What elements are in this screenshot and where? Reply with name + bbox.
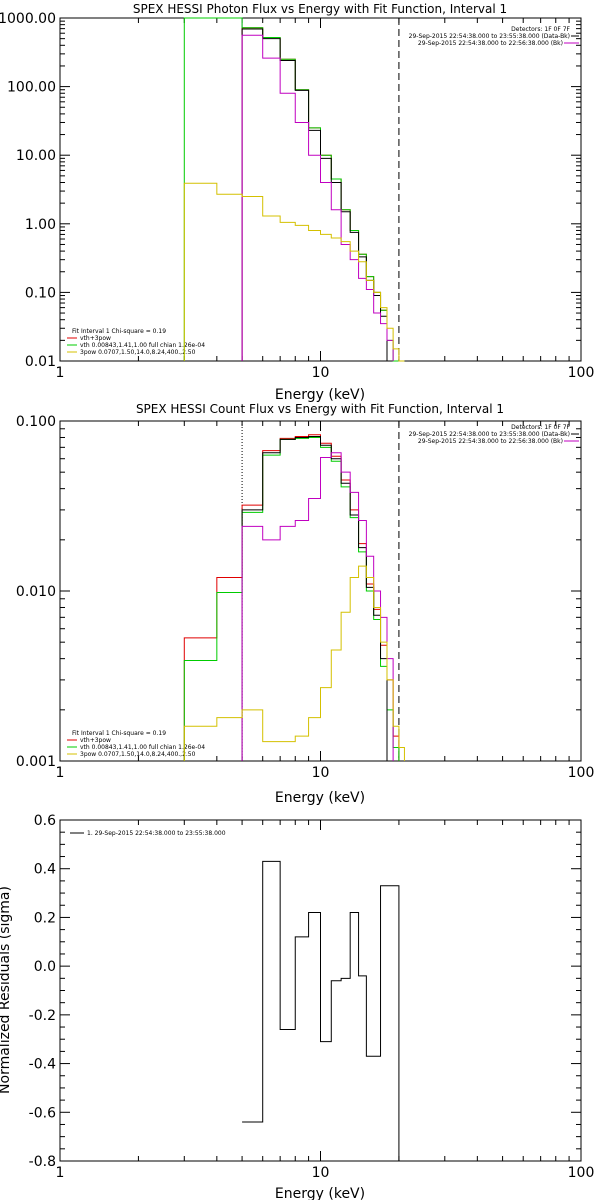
spectrum-series-line	[241, 34, 394, 361]
count-legend-caption: Fit Interval 1 Chi-square = 0.19	[72, 730, 166, 737]
residuals-x-axis-label: Energy (keV)	[275, 1186, 365, 1200]
x-tick-label: 10	[312, 365, 330, 381]
spectrum-series-line	[241, 436, 388, 761]
count-header-line1: 29-Sep-2015 22:54:38.000 to 23:55:38.000…	[409, 431, 570, 438]
photon-legend-label: vth 0.00843,1.41,1.00 full chian 1.26e-0…	[80, 342, 205, 349]
y-tick-label: 0.4	[34, 862, 56, 878]
y-tick-label: -0.4	[29, 1057, 56, 1073]
x-tick-label: 100	[568, 765, 595, 781]
y-tick-label: 100.00	[7, 80, 56, 96]
photon-x-axis-label: Energy (keV)	[275, 387, 365, 403]
photon-legend-entry: vth+3pow	[67, 335, 111, 342]
x-tick-label: 1	[56, 365, 65, 381]
y-tick-label: 0.001	[16, 754, 56, 770]
x-tick-label: 10	[312, 765, 330, 781]
spectrum-series-line	[183, 182, 405, 362]
x-tick-label: 1	[56, 765, 65, 781]
count-legend-entry: 3pow 0.0707,1.50,14.0,8.24,400.,2.50	[67, 751, 196, 758]
y-tick-label: 0.0	[34, 959, 56, 975]
photon-legend-entry: vth 0.00843,1.41,1.00 full chian 1.26e-0…	[67, 342, 205, 349]
photon-plot-frame	[59, 17, 582, 362]
y-tick-label: -0.2	[29, 1008, 56, 1024]
x-tick-label: 100	[568, 365, 595, 381]
spectrum-series-line	[241, 27, 388, 361]
residuals-panel: Energy (keV) Normalized Residuals (sigma…	[0, 813, 594, 1200]
spectrum-series-line	[241, 452, 394, 761]
spectrum-series-line	[183, 434, 400, 761]
count-header-line2: 29-Sep-2015 22:54:38.000 to 22:56:38.000…	[418, 438, 563, 445]
y-tick-label: 0.100	[16, 414, 56, 430]
y-tick-label: 0.6	[34, 813, 56, 829]
residuals-legend-label: 1. 29-Sep-2015 22:54:38.000 to 23:55:38.…	[87, 830, 226, 837]
count-legend-label: vth 0.00843,1.41,1.00 full chian 1.26e-0…	[80, 744, 205, 751]
y-tick-label: 0.01	[25, 354, 56, 370]
spectrum-series-line	[241, 28, 388, 361]
residuals-y-axis-label: Normalized Residuals (sigma)	[0, 886, 13, 1094]
count-flux-panel: SPEX HESSI Count Flux vs Energy with Fit…	[16, 402, 594, 806]
photon-legend-entry: 3pow 0.0707,1.50,14.0,8.24,400.,2.50	[67, 349, 196, 356]
count-legend-entry: vth+3pow	[67, 737, 111, 744]
photon-legend-label: vth+3pow	[80, 335, 111, 342]
count-legend-entry: vth 0.00843,1.41,1.00 full chian 1.26e-0…	[67, 744, 205, 751]
y-tick-label: 0.10	[25, 285, 56, 301]
spectrum-series-line	[242, 860, 400, 1161]
x-tick-label: 1	[56, 1165, 65, 1181]
photon-legend-label: 3pow 0.0707,1.50,14.0,8.24,400.,2.50	[80, 349, 196, 356]
photon-panel-title: SPEX HESSI Photon Flux vs Energy with Fi…	[133, 2, 507, 16]
residuals-legend-entry: 1. 29-Sep-2015 22:54:38.000 to 23:55:38.…	[70, 830, 226, 837]
y-tick-label: -0.8	[29, 1154, 56, 1170]
photon-header-detectors: Detectors: 1F 0F 7F	[511, 26, 570, 33]
spectrum-series-line	[183, 565, 405, 761]
count-header-detectors: Detectors: 1F 0F 7F	[511, 424, 570, 431]
count-x-axis-label: Energy (keV)	[275, 790, 365, 806]
photon-header-line1: 29-Sep-2015 22:54:38.000 to 23:55:38.000…	[409, 33, 570, 40]
y-tick-label: 0.2	[34, 910, 56, 926]
y-tick-label: 1.00	[25, 217, 56, 233]
photon-flux-panel: SPEX HESSI Photon Flux vs Energy with Fi…	[0, 2, 594, 403]
photon-legend-caption: Fit Interval 1 Chi-square = 0.19	[72, 328, 166, 335]
y-tick-label: 1000.00	[0, 11, 56, 27]
y-tick-label: -0.6	[29, 1105, 56, 1121]
count-legend-label: vth+3pow	[80, 737, 111, 744]
x-tick-label: 10	[312, 1165, 330, 1181]
photon-header-line2: 29-Sep-2015 22:54:38.000 to 22:56:38.000…	[418, 40, 563, 47]
count-legend-label: 3pow 0.0707,1.50,14.0,8.24,400.,2.50	[80, 751, 196, 758]
y-tick-label: 0.010	[16, 584, 56, 600]
y-tick-label: 10.00	[16, 148, 56, 164]
spectrum-series-line	[183, 436, 400, 761]
x-tick-label: 100	[568, 1165, 595, 1181]
count-panel-title: SPEX HESSI Count Flux vs Energy with Fit…	[136, 402, 504, 416]
